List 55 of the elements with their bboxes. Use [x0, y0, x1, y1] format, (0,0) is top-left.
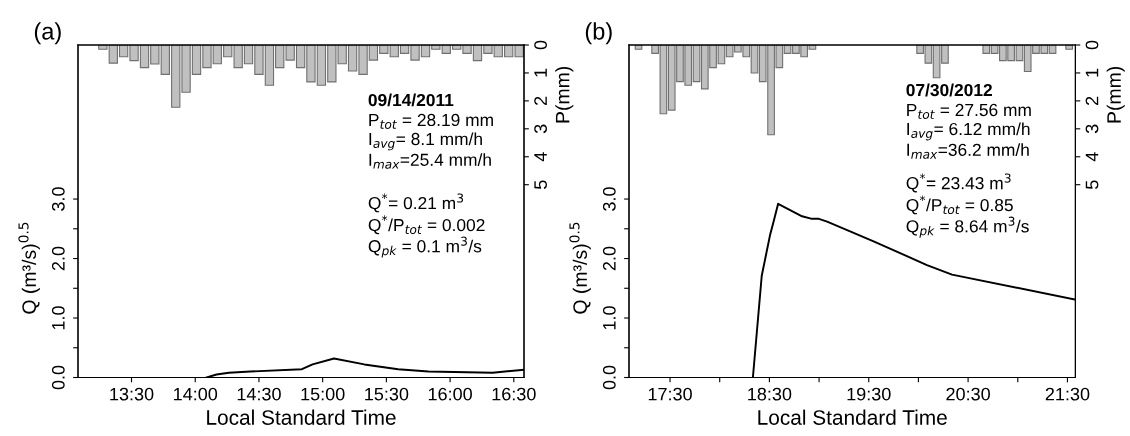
annotation: Q$^{*}$/P$_{tot}$ = 0.85: [906, 195, 1013, 215]
y2-tick-label: 0: [534, 40, 547, 50]
x-tick-label: 18:30: [748, 387, 792, 401]
y2-tick-label: 1: [1085, 68, 1099, 77]
x-tick-label: 17:30: [648, 387, 692, 401]
y2-axis-title: P(mm): [1106, 66, 1125, 123]
bar: [1065, 45, 1073, 50]
annotation: Q$^{*}$/P$_{tot}$ = 0.002: [368, 215, 485, 235]
y2-tick-label: 3: [534, 124, 547, 134]
annotation: Q$_{pk}$ = 0.1 m$^{3}$/s: [368, 236, 482, 258]
y-tick-label: 2.0: [602, 246, 616, 271]
x-tick-label: 15:30: [365, 387, 409, 401]
annotation: P$_{tot}$ = 27.56 mm: [907, 103, 1031, 119]
y-tick-label: 3.0: [51, 187, 65, 211]
x-axis-title: Local Standard Time: [207, 409, 396, 425]
annotation: I$_{max}$=25.4 mm/h: [369, 153, 491, 169]
annotation: P$_{tot}$ = 28.19 mm: [369, 113, 493, 129]
annotation: 07/30/2012: [906, 83, 992, 97]
y2-tick-label: 4: [534, 152, 547, 162]
y2-tick-label: 3: [1085, 124, 1099, 134]
y2-tick-label: 2: [1085, 96, 1099, 105]
annotation: 09/14/2011: [368, 93, 454, 107]
annotation: I$_{avg}$= 8.1 mm/h: [369, 132, 482, 151]
x-tick-label: 20:30: [946, 387, 990, 401]
y-tick-label: 0.0: [602, 365, 616, 390]
y-tick-label: 1.0: [51, 306, 65, 330]
y2-tick-label: 5: [1085, 180, 1099, 189]
annotation: Q$_{pk}$ = 8.64 m$^{3}$/s: [906, 216, 1029, 238]
chart-title: (b): [585, 22, 612, 45]
x-tick-label: 14:30: [237, 387, 281, 401]
y-tick-label: 1.0: [602, 306, 616, 330]
annotation: Q$^{*}$= 23.43 m$^{3}$: [906, 173, 1011, 193]
x-tick-label: 16:30: [492, 387, 536, 401]
x-tick-label: 14:00: [174, 387, 218, 401]
y2-axis-title: P(mm): [555, 66, 574, 123]
annotation: I$_{max}$=36.2 mm/h: [907, 143, 1029, 159]
x-tick-label: 19:30: [847, 387, 891, 401]
y2-tick-label: 0: [1085, 40, 1099, 50]
y-tick-label: 0.0: [51, 365, 65, 390]
y2-tick-label: 5: [534, 180, 547, 189]
y2-tick-label: 1: [534, 68, 547, 77]
chart-title: (a): [34, 22, 61, 45]
x-tick-label: 15:00: [301, 387, 345, 401]
y2-tick-label: 2: [534, 96, 547, 105]
y-tick-label: 2.0: [51, 246, 65, 271]
x-tick-label: 16:00: [428, 387, 472, 401]
x-tick-label: 21:30: [1045, 387, 1090, 401]
y-axis-title: Q (m³/s)$^{0.5}$: [18, 222, 40, 314]
y2-tick-label: 4: [1085, 152, 1099, 162]
annotation: Q$^{*}$= 0.21 m$^{3}$: [368, 193, 464, 213]
x-axis-title: Local Standard Time: [758, 409, 947, 425]
y-tick-label: 3.0: [602, 187, 616, 211]
y-axis-title: Q (m³/s)$^{0.5}$: [569, 222, 591, 314]
annotation: I$_{avg}$= 6.12 mm/h: [907, 122, 1030, 141]
x-tick-label: 13:30: [110, 387, 154, 401]
